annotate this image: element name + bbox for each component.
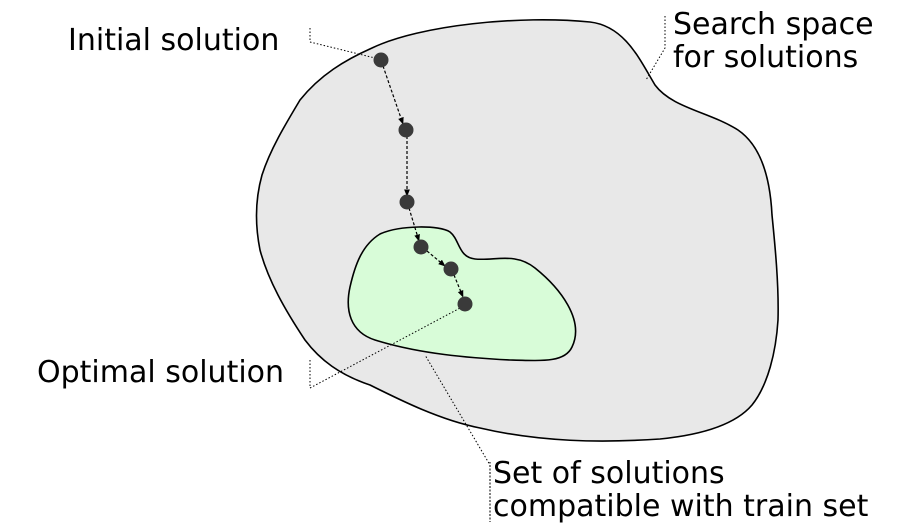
compatible-set-label: Set of solutions compatible with train s… [493,457,868,523]
path-arrow-3 [408,207,420,242]
compatible-set-leader [424,354,491,522]
search-space-region [255,19,779,442]
compatible-set-line-2: compatible with train set [493,489,869,524]
path-arrow-1 [382,65,404,125]
search-space-label: Search space for solutions [673,8,874,74]
initial-solution-label: Initial solution [68,24,279,57]
initial-solution-leader [309,28,376,59]
solution-point [399,194,415,210]
optimal-solution-text: Optimal solution [37,355,285,390]
solution-point [443,261,459,277]
search-space-leader [645,16,666,81]
search-space-line-2: for solutions [673,40,859,75]
solution-point [398,122,414,138]
search-space-line-1: Search space [673,7,874,42]
optimal-solution-label: Optimal solution [37,356,284,389]
optimal-solution-point [457,296,473,312]
initial-solution-text: Initial solution [68,23,280,58]
optimal-solution-leader [309,306,463,389]
compatible-set-line-1: Set of solutions [493,456,725,491]
solution-point [413,239,429,255]
path-arrow-5 [453,274,464,298]
solution-point [373,52,389,68]
path-arrow-4 [426,250,446,267]
